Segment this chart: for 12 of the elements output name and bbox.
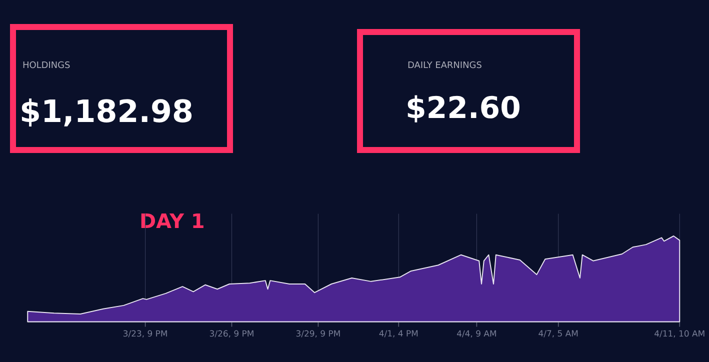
x-tick-label: 4/7, 5 AM xyxy=(538,330,578,338)
text: DAY 1 xyxy=(141,213,204,228)
x-tick-label: 3/26, 9 PM xyxy=(210,330,254,338)
text: HOLDINGS xyxy=(23,61,70,68)
x-tick-label: 3/23, 9 PM xyxy=(123,330,167,338)
text: $1,182.98 xyxy=(22,98,192,127)
x-tick-label: 4/4, 9 AM xyxy=(457,330,496,338)
x-tick-label: 3/29, 9 PM xyxy=(296,330,340,338)
text: $22.60 xyxy=(408,95,520,122)
text: DAILY EARNINGS xyxy=(408,61,482,68)
x-tick-label: 4/1, 4 PM xyxy=(379,330,418,338)
x-tick-label: 4/11, 10 AM xyxy=(654,330,704,338)
